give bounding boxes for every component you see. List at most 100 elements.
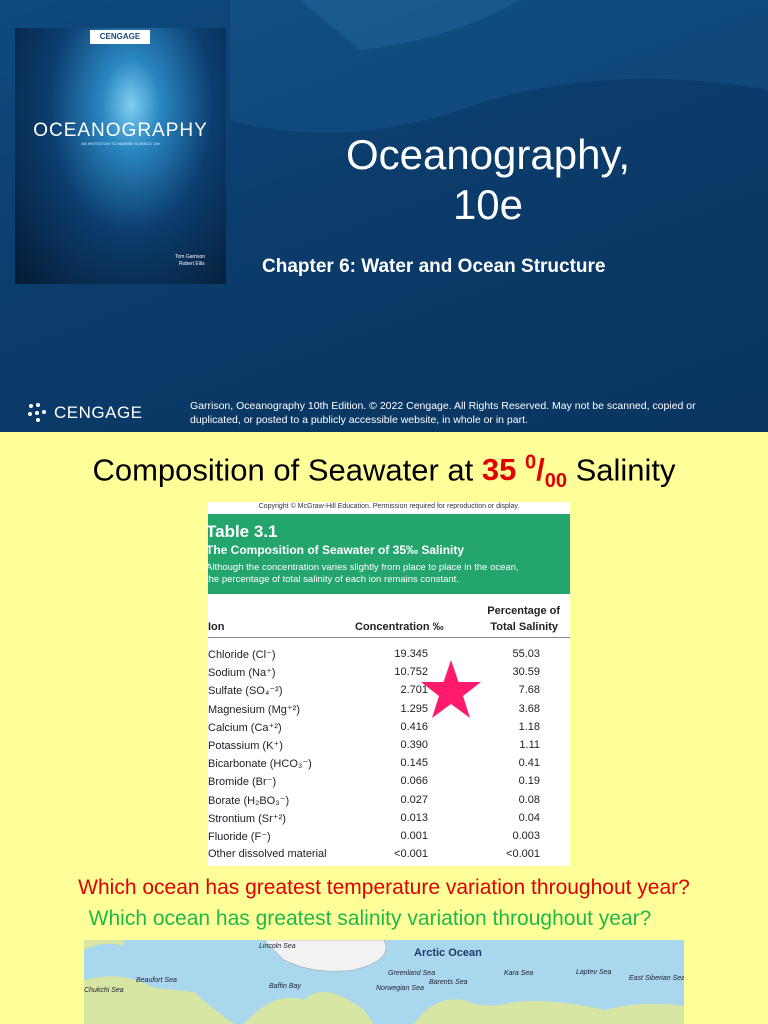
map-label: Lincoln Sea [259, 943, 296, 950]
salinity-number: 35 [481, 452, 517, 488]
ion-cell: Strontium (Sr⁺²) [208, 812, 286, 825]
table-row: Magnesium (Mg⁺²) 1.295 3.68 [208, 703, 570, 721]
percentage-cell: 3.68 [518, 702, 540, 715]
table-row: Bicarbonate (HCO₃⁻) 0.145 0.41 [208, 757, 570, 775]
slide-subtitle: Chapter 6: Water and Ocean Structure [262, 256, 606, 277]
percentage-cell: 55.03 [512, 648, 540, 660]
column-header: Ion [208, 621, 225, 633]
cover-subtitle: AN INVITATION TO MARINE SCIENCE 10e [81, 141, 160, 146]
concentration-cell: 0.416 [400, 720, 428, 733]
map-label: Barents Sea [429, 979, 468, 986]
logo-icon [28, 403, 46, 422]
percentage-cell: 1.18 [518, 720, 540, 733]
title-line: 10e [452, 181, 524, 228]
concentration-cell: 0.001 [400, 830, 428, 842]
star [421, 660, 481, 718]
column-header: Percentage of [487, 605, 560, 617]
salinity-sub: 00 [544, 470, 567, 493]
description-line: Although the concentration varies slight… [206, 562, 519, 573]
percentage-cell: 1.11 [519, 739, 540, 751]
ion-cell: Bicarbonate (HCO₃⁻) [208, 758, 312, 771]
table-row: Sulfate (SO₄⁻²) 2.701 7.68 [208, 684, 570, 702]
copyright-line: Garrison, Oceanography 10th Edition. © 2… [190, 400, 696, 412]
ion-cell: Calcium (Ca⁺²) [208, 721, 282, 734]
ion-cell: Bromide (Br⁻) [208, 776, 277, 789]
table-label: Table 3.1 [206, 522, 278, 541]
ion-cell: Sodium (Na⁺) [208, 667, 276, 680]
slide-title: Composition of Seawater at 35 0/00 Salin… [0, 452, 768, 494]
map-label: Baffin Bay [269, 983, 301, 990]
cover-title: OCEANOGRAPHY [33, 120, 208, 141]
slide-title: Oceanography, 10e [288, 130, 688, 230]
table-row: Chloride (Cl⁻) 19.345 55.03 [208, 648, 570, 666]
map-label: Norwegian Sea [376, 985, 424, 992]
map-label: Beaufort Sea [136, 977, 177, 984]
table-row: Bromide (Br⁻) 0.066 0.19 [208, 775, 570, 793]
map-label: Greenland Sea [388, 970, 435, 977]
table-head: Ion Concentration ‰ Percentage of Total … [208, 601, 570, 638]
concentration-cell: 0.145 [400, 757, 428, 770]
title-text: Salinity [575, 452, 676, 488]
percentage-cell: 0.41 [518, 757, 540, 770]
table-row: Fluoride (F⁻) 0.001 0.003 [208, 830, 570, 848]
concentration-cell: 19.345 [394, 648, 428, 660]
map-label: Arctic Ocean [414, 947, 482, 959]
salinity-sup: 0 [524, 452, 537, 474]
table-copyright: Copyright © McGraw-Hill Education. Permi… [258, 503, 520, 510]
column-header: Total Salinity [490, 621, 558, 633]
percentage-cell: 30.59 [512, 666, 540, 679]
cover-author: Tom Garrison [175, 254, 206, 260]
concentration-cell: 1.295 [400, 702, 428, 715]
question: Which ocean has greatest temperature var… [78, 876, 690, 899]
ion-cell: Fluoride (F⁻) [208, 831, 271, 843]
ion-cell: Other dissolved material [208, 848, 327, 861]
table-row: Other dissolved material <0.001 <0.001 [208, 848, 570, 866]
ion-cell: Magnesium (Mg⁺²) [208, 703, 300, 716]
concentration-cell: 0.027 [400, 793, 428, 806]
table-row: Calcium (Ca⁺²) 0.416 1.18 [208, 721, 570, 739]
concentration-cell: 0.013 [400, 811, 428, 824]
salinity: 35 0/00 [481, 452, 567, 493]
percentage-cell: 0.08 [518, 793, 540, 806]
cover-author: Robert Ellis [179, 261, 205, 267]
ion-cell: Sulfate (SO₄⁻²) [208, 685, 283, 698]
background-waves [230, 0, 768, 133]
table-row: Strontium (Sr⁺²) 0.013 0.04 [208, 812, 570, 830]
concentration-cell: 0.066 [400, 775, 428, 788]
map-label: Laptev Sea [576, 969, 612, 976]
table-row: Potassium (K⁺) 0.390 1.11 [208, 739, 570, 757]
logo-text: CENGAGE [54, 403, 143, 422]
map-label: Kara Sea [504, 970, 533, 977]
map-label: Chukchi Sea [84, 987, 124, 994]
column-header: Concentration ‰ [355, 621, 444, 633]
table-description: Although the concentration varies slight… [206, 562, 519, 586]
table-header-band: Table 3.1 The Composition of Seawater of… [206, 514, 570, 594]
table-row: Borate (H₂BO₃⁻) 0.027 0.08 [208, 794, 570, 812]
percentage-cell: <0.001 [506, 848, 540, 861]
content-slide: Composition of Seawater at 35 0/00 Salin… [0, 432, 768, 1024]
percentage-cell: 0.19 [518, 775, 540, 788]
ion-cell: Chloride (Cl⁻) [208, 649, 276, 661]
title-line: Oceanography, [345, 131, 631, 178]
concentration-cell: <0.001 [394, 848, 428, 861]
map-label: East Siberian Sea [629, 975, 684, 982]
concentration-cell: 10.752 [394, 666, 428, 679]
ion-cell: Potassium (K⁺) [208, 740, 283, 752]
question: Which ocean has greatest salinity variat… [88, 907, 652, 930]
arctic-map: Arctic Ocean Lincoln Sea Beaufort Sea Chukc… [84, 940, 684, 1024]
percentage-cell: 0.04 [518, 811, 540, 824]
cover-slide: CENGAGE OCEANOGRAPHY AN INVITATION TO MA… [0, 0, 768, 432]
table-row: Sodium (Na⁺) 10.752 30.59 [208, 666, 570, 684]
cover-publisher: CENGAGE [90, 30, 150, 44]
percentage-cell: 7.68 [518, 684, 540, 697]
salinity-slash: / [536, 452, 545, 488]
copyright: Garrison, Oceanography 10th Edition. © 2… [190, 399, 696, 427]
table-caption: The Composition of Seawater of 35‰ Salin… [206, 543, 465, 557]
ion-cell: Borate (H₂BO₃⁻) [208, 794, 290, 807]
percentage-cell: 0.003 [512, 830, 540, 842]
title-text: Composition of Seawater at [92, 452, 474, 488]
description-line: the percentage of total salinity of each… [206, 574, 459, 585]
copyright-line: duplicated, or posted to a publicly acce… [190, 414, 528, 426]
composition-table: Copyright © McGraw-Hill Education. Permi… [206, 502, 570, 866]
